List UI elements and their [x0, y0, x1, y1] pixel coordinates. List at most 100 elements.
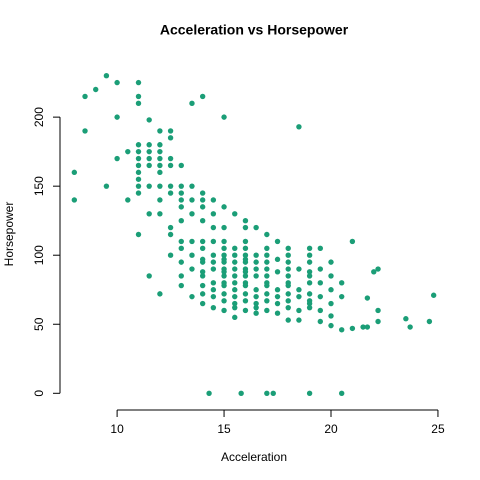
point	[221, 252, 227, 258]
point	[285, 252, 291, 258]
point	[210, 238, 217, 245]
point	[146, 273, 152, 279]
point	[242, 282, 249, 289]
point	[371, 269, 377, 275]
point	[135, 93, 142, 100]
point	[306, 280, 313, 286]
point	[135, 176, 142, 182]
point	[364, 324, 371, 330]
point	[375, 307, 381, 314]
point	[157, 148, 163, 155]
point	[253, 293, 259, 300]
point	[210, 224, 217, 231]
point	[157, 155, 163, 162]
point	[221, 282, 227, 289]
point	[189, 211, 195, 217]
point	[232, 259, 238, 265]
point	[306, 269, 313, 275]
point	[221, 291, 227, 297]
point	[157, 169, 163, 176]
point	[167, 128, 174, 134]
point	[274, 269, 281, 275]
point	[221, 259, 227, 265]
point	[338, 293, 345, 300]
point	[221, 204, 227, 210]
point	[296, 293, 302, 300]
x-tick-label: 25	[431, 422, 445, 436]
point	[199, 238, 206, 245]
point	[232, 280, 238, 286]
point	[125, 148, 131, 155]
point	[178, 197, 184, 203]
point	[199, 245, 206, 252]
point	[221, 298, 227, 304]
point	[178, 259, 184, 265]
point	[135, 148, 142, 155]
point	[135, 155, 142, 162]
point	[103, 183, 110, 189]
point	[210, 197, 217, 203]
point	[306, 390, 313, 396]
point	[157, 183, 163, 189]
point	[146, 142, 152, 148]
point	[274, 256, 281, 263]
point	[253, 266, 259, 272]
point	[167, 162, 174, 169]
point	[306, 259, 313, 265]
point	[157, 142, 163, 148]
point	[221, 307, 227, 314]
point	[232, 245, 238, 252]
point	[426, 318, 433, 325]
point	[114, 79, 120, 86]
point	[338, 390, 345, 396]
point	[375, 318, 381, 325]
point	[167, 224, 174, 231]
point	[338, 327, 345, 333]
point	[232, 211, 238, 217]
point	[360, 324, 366, 330]
point	[296, 317, 302, 323]
point	[71, 197, 78, 203]
point	[135, 190, 142, 196]
point	[285, 245, 291, 252]
point	[93, 86, 99, 93]
point	[349, 238, 356, 245]
y-tick-label: 100	[32, 245, 46, 265]
point	[135, 79, 142, 86]
point	[114, 155, 120, 162]
point	[253, 310, 259, 316]
point	[306, 304, 313, 311]
point	[306, 252, 313, 258]
point	[274, 238, 281, 245]
point	[199, 291, 206, 297]
point	[189, 238, 195, 245]
point	[210, 280, 217, 286]
point	[328, 322, 334, 329]
point	[135, 231, 142, 238]
point	[285, 266, 291, 272]
point	[242, 224, 249, 231]
point	[157, 291, 163, 297]
point	[274, 310, 281, 316]
point	[232, 287, 238, 293]
y-tick-label: 200	[32, 107, 46, 127]
point	[242, 269, 249, 275]
point	[199, 204, 206, 210]
point	[199, 197, 206, 203]
point	[238, 390, 244, 396]
point	[317, 245, 324, 252]
point	[206, 390, 212, 396]
point	[199, 273, 206, 279]
point	[146, 183, 152, 189]
point	[285, 291, 291, 297]
point	[157, 128, 163, 134]
point	[135, 142, 142, 148]
point	[221, 224, 227, 231]
point	[242, 273, 249, 279]
point	[285, 282, 291, 289]
point	[328, 300, 334, 307]
point	[407, 324, 413, 330]
point	[146, 155, 152, 162]
y-tick-label: 0	[32, 390, 46, 397]
point	[146, 162, 152, 169]
